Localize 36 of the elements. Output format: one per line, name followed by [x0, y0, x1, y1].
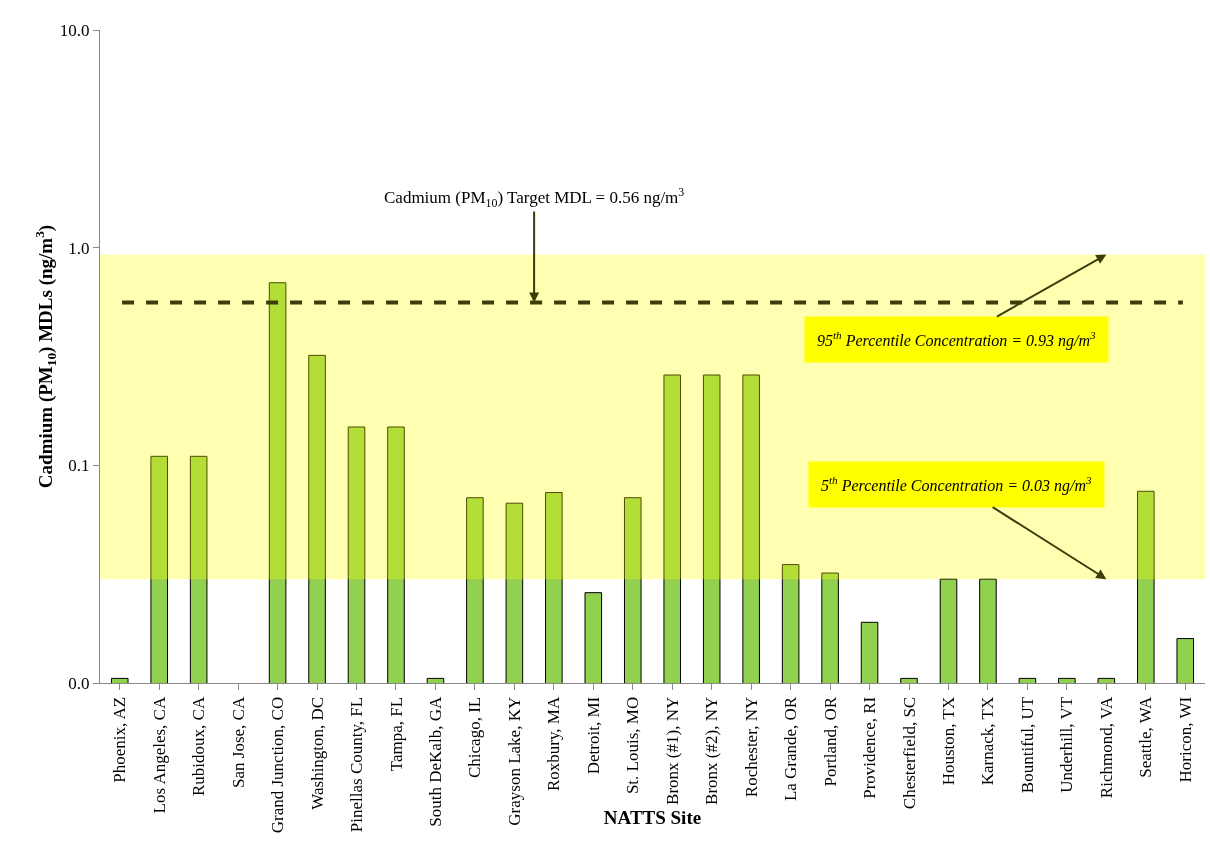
x-tick-label: Karnack, TX — [978, 696, 998, 786]
y-tick-label: 1.0 — [68, 238, 90, 258]
annotation: 95$^{th}$ Percentile Concentration = 0.93 ng/m$^{3}$ — [817, 329, 1097, 350]
x-tick-label: Grand Junction, CO — [268, 696, 288, 834]
x-tick-label: Seattle, WA — [1136, 696, 1156, 778]
x-tick-label: Roxbury, MA — [544, 696, 564, 792]
x-tick-label: Bronx (#2), NY — [702, 696, 722, 805]
x-tick-label: San Jose, CA — [228, 696, 248, 788]
y-tick-label: 0.0 — [68, 673, 90, 693]
y-tick-label: 10.0 — [59, 20, 90, 40]
x-tick-label: Rubidoux, CA — [189, 696, 209, 796]
x-tick-label: Grayson Lake, KY — [504, 696, 524, 826]
annotation: 5$^{th}$ Percentile Concentration = 0.03 ng/m$^{3}$ — [821, 474, 1093, 495]
x-tick-label: Tampa, FL — [386, 696, 406, 772]
x-tick-label: Phoenix, AZ — [110, 696, 130, 783]
x-tick-label: Portland, OR — [820, 696, 840, 787]
x-tick-label: Underhill, VT — [1057, 696, 1077, 793]
x-tick-label: Washington, DC — [307, 696, 327, 810]
x-tick-label: La Grande, OR — [781, 696, 801, 802]
x-tick-label: Chicago, IL — [465, 696, 485, 778]
x-tick-label: Providence, RI — [860, 696, 880, 799]
y-tick-label: 0.1 — [68, 456, 90, 476]
x-tick-label: Horicon, WI — [1175, 696, 1195, 783]
x-tick-label: Bountiful, UT — [1017, 696, 1037, 794]
x-tick-label: Rochester, NY — [741, 696, 761, 798]
x-tick-label: Los Angeles, CA — [149, 696, 169, 814]
x-tick-label: South DeKalb, GA — [425, 696, 445, 827]
x-tick-label: Richmond, VA — [1096, 696, 1116, 799]
x-tick-label: Houston, TX — [939, 696, 959, 786]
x-tick-label: Chesterfield, SC — [899, 696, 919, 810]
ref-line-label: Cadmium (PM$_{10}$) Target MDL = 0.56 ng/m$^{3}$ — [384, 185, 685, 210]
x-tick-label: Bronx (#1), NY — [662, 696, 682, 805]
x-tick-label: St. Louis, MO — [623, 696, 643, 795]
x-axis-title: NATTS Site — [603, 806, 702, 828]
x-tick-label: Pinellas County, FL — [347, 696, 367, 833]
x-tick-label: Detroit, MI — [583, 696, 603, 775]
